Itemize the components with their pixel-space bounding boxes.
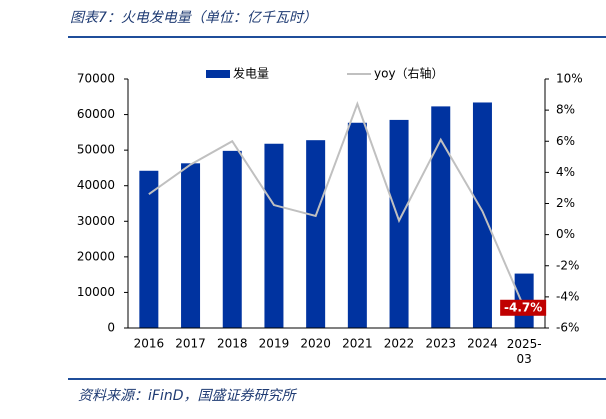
bar (264, 143, 284, 328)
x-tick-label: 2020 (300, 337, 331, 351)
x-tick-label: 2024 (467, 337, 498, 351)
bar (472, 102, 492, 328)
y-tick-label: 60000 (77, 107, 115, 121)
y-tick-label: 70000 (77, 72, 115, 86)
y-tick-label: 40000 (77, 178, 115, 192)
y2-tick-label: -4% (556, 289, 579, 303)
value-label-box (500, 299, 547, 316)
x-tick-label: 2022 (384, 337, 415, 351)
bar (222, 150, 242, 328)
y-tick-label: 20000 (77, 249, 115, 263)
source: 资料来源：iFinD，国盛证券研究所 (78, 388, 297, 404)
y2-tick-label: 4% (556, 165, 575, 179)
y2-tick-label: 8% (556, 103, 575, 117)
x-tick-label: 2021 (342, 337, 373, 351)
legend-label: yoy（右轴） (374, 66, 444, 81)
y-tick-label: 0 (107, 321, 115, 335)
x-tick-label: 2023 (425, 337, 456, 351)
bar (306, 140, 326, 328)
bar (181, 163, 201, 328)
value-label: -4.7% (504, 300, 542, 314)
y2-tick-label: 6% (556, 134, 575, 148)
x-tick-label: 2017 (175, 337, 206, 351)
bar (389, 119, 409, 329)
y2-tick-label: -6% (556, 321, 579, 335)
y-tick-label: 10000 (77, 285, 115, 299)
legend-swatch (206, 70, 230, 78)
bar (431, 106, 451, 328)
legend-label: 发电量 (233, 66, 269, 81)
y-tick-label: 30000 (77, 214, 115, 228)
bar (347, 122, 367, 328)
y2-tick-label: 2% (556, 196, 575, 210)
x-tick-label: 2018 (217, 337, 248, 351)
line (148, 100, 526, 309)
x-tick-label: 2016 (134, 337, 165, 351)
y2-tick-label: 10% (556, 72, 583, 86)
y-tick-label: 50000 (77, 143, 115, 157)
chart-title: 图表7：火电发电量（单位：亿千瓦时） (70, 10, 317, 26)
x-tick-label: 2019 (259, 337, 290, 351)
y2-tick-label: -2% (556, 258, 579, 272)
x-tick-label: 2025-03 (507, 337, 542, 366)
y2-tick-label: 0% (556, 227, 575, 241)
bar (139, 170, 159, 328)
